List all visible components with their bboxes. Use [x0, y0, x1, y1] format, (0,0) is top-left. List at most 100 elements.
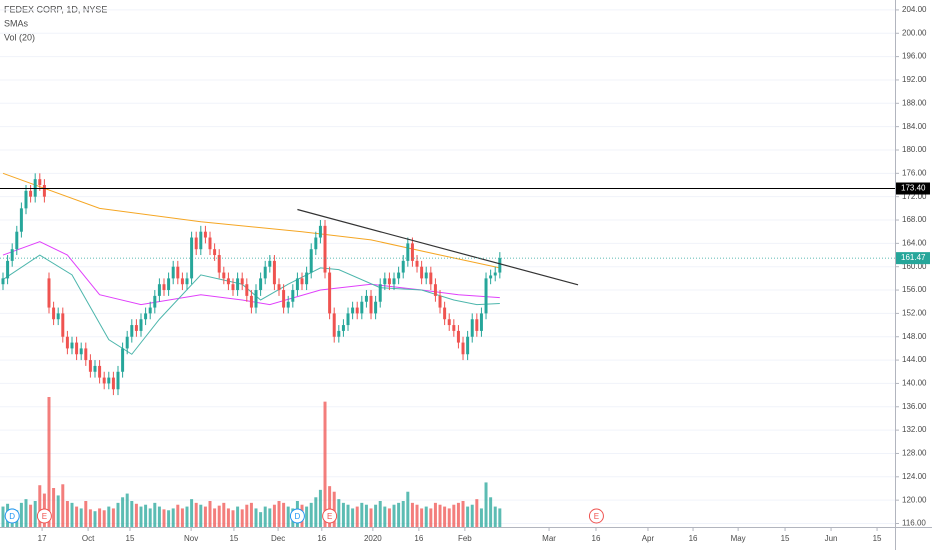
candle-body	[1, 278, 5, 285]
event-label: E	[327, 512, 332, 521]
volume-bar	[259, 512, 263, 527]
x-tick-label: 17	[38, 534, 47, 543]
y-tick-label: 116.00	[902, 519, 926, 528]
volume-bar	[75, 506, 79, 527]
candle-body	[134, 325, 138, 331]
x-tick-label: 15	[873, 534, 882, 543]
volume-bar	[217, 505, 221, 527]
candle-body	[226, 278, 230, 285]
volume-bar	[213, 508, 217, 527]
candle-body	[355, 307, 359, 314]
candle-body	[47, 278, 51, 308]
candle-body	[295, 278, 299, 291]
volume-bar	[107, 506, 111, 527]
candle-body	[231, 284, 235, 291]
volume-bar	[479, 508, 483, 527]
candle-body	[249, 295, 253, 308]
candle-body	[176, 266, 180, 279]
candle-body	[415, 260, 419, 267]
y-tick-label: 184.00	[902, 122, 927, 131]
x-tick-label: Nov	[184, 534, 198, 543]
candle-body	[351, 307, 355, 314]
volume-bar	[341, 502, 345, 527]
volume-bar	[134, 503, 138, 527]
volume-bar	[351, 508, 355, 527]
candle-body	[217, 255, 221, 273]
volume-bar	[410, 502, 414, 527]
volume-bar	[286, 506, 290, 527]
candle-body	[447, 319, 451, 326]
candle-body	[272, 260, 276, 285]
volume-bar	[466, 506, 470, 527]
candle-body	[318, 225, 322, 238]
volume-bar	[125, 493, 129, 527]
candle-body	[360, 301, 364, 314]
candle-body	[61, 313, 65, 337]
volume-bar	[162, 509, 166, 527]
x-tick-label: Mar	[542, 534, 556, 543]
volume-bar	[254, 508, 258, 527]
candle-body	[33, 179, 37, 197]
candle-body	[493, 272, 497, 276]
volume-bar	[148, 508, 152, 527]
y-tick-label: 196.00	[902, 52, 927, 61]
x-tick-label: 15	[126, 534, 135, 543]
x-tick-label: Oct	[82, 534, 95, 543]
candle-body	[245, 284, 249, 296]
candle-body	[98, 365, 102, 378]
candle-body	[254, 290, 258, 308]
candle-body	[121, 348, 125, 372]
candle-body	[222, 272, 226, 279]
candle-body	[397, 272, 401, 279]
y-tick-label: 132.00	[902, 425, 927, 434]
candle-body	[452, 325, 456, 331]
event-label: D	[295, 512, 301, 521]
y-tick-label: 128.00	[902, 449, 927, 458]
candle-body	[185, 278, 189, 285]
price-label: 173.40	[901, 184, 926, 193]
volume-bar	[33, 501, 37, 527]
x-tick-label: 16	[317, 534, 326, 543]
volume-bar	[231, 510, 235, 527]
candle-body	[369, 295, 373, 314]
volume-bar	[199, 504, 203, 527]
candle-body	[424, 272, 428, 279]
candle-body	[383, 278, 387, 285]
candle-body	[75, 342, 79, 355]
candle-body	[93, 365, 97, 372]
y-tick-label: 144.00	[902, 355, 927, 364]
candle-body	[364, 295, 368, 302]
indicator-label: SMAs	[4, 18, 29, 28]
price-label-box	[896, 252, 930, 265]
candle-body	[79, 348, 83, 355]
volume-bar	[392, 504, 396, 527]
y-tick-label: 140.00	[902, 379, 927, 388]
volume-bar	[52, 488, 56, 527]
volume-bar	[489, 497, 493, 527]
volume-bar	[190, 499, 194, 527]
x-tick-label: Feb	[458, 534, 472, 543]
candle-body	[84, 348, 88, 361]
x-tick-label: 2020	[364, 534, 382, 543]
volume-bar	[318, 489, 322, 527]
volume-bar	[157, 506, 161, 527]
volume-bar	[346, 504, 350, 527]
volume-bar	[498, 508, 502, 527]
candle-body	[291, 290, 295, 302]
event-marker	[36, 508, 52, 524]
candle-body	[433, 284, 437, 296]
candle-body	[314, 237, 318, 250]
candle-body	[466, 336, 470, 355]
volume-bar	[438, 504, 442, 527]
volume-bar	[337, 499, 341, 527]
candle-body	[268, 260, 272, 267]
volume-bar	[433, 502, 437, 527]
volume-bar	[369, 508, 373, 527]
candle-body	[456, 330, 460, 343]
candle-body	[332, 313, 336, 337]
volume-bar	[70, 502, 74, 527]
volume-bar	[79, 508, 83, 527]
candle-body	[65, 336, 69, 349]
volume-bar	[332, 491, 336, 527]
